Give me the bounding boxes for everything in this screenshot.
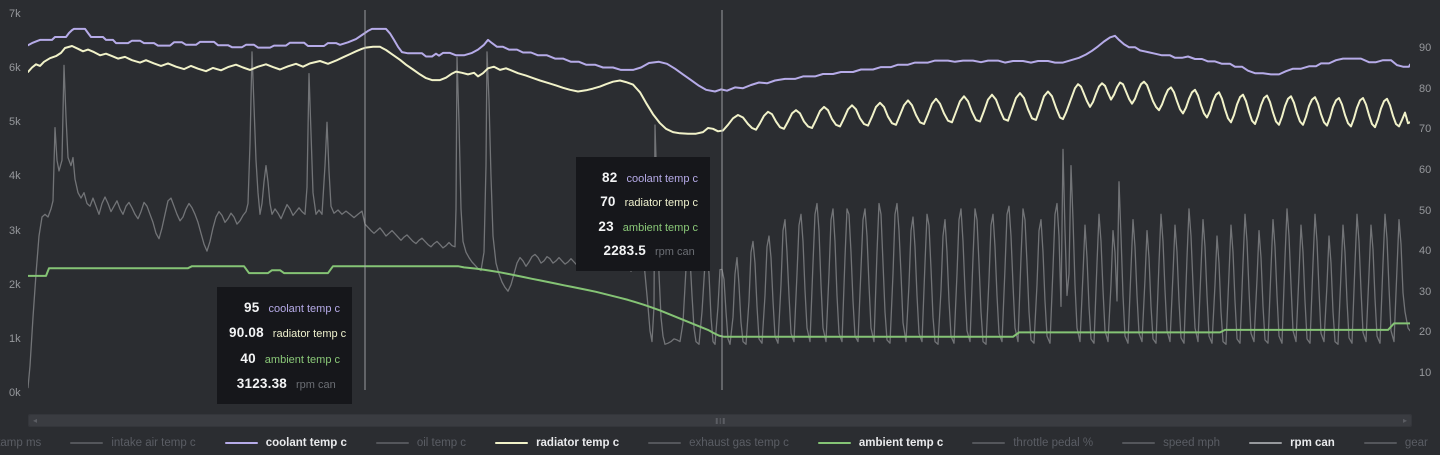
legend-swatch-oil-temp-c	[375, 441, 409, 444]
tooltip-row: 95 coolant temp c	[229, 300, 340, 315]
cursor-tooltip-1: 95 coolant temp c 90.08 radiator temp c 40 am…	[217, 287, 352, 404]
chart-canvas[interactable]	[28, 0, 1410, 412]
left-axis-tick-6k: 6k	[9, 62, 21, 75]
right-axis-tick-60: 60	[1419, 163, 1432, 176]
tooltip-value: 23	[598, 218, 614, 234]
legend-item-oil-temp-c[interactable]: oil temp c	[375, 436, 467, 449]
cursor-tooltip-2: 82 coolant temp c 70 radiator temp c 23 ambie…	[576, 157, 710, 271]
tooltip-series-label: radiator temp c	[272, 328, 347, 341]
legend-label-ambient-temp-c: ambient temp c	[858, 436, 944, 449]
tooltip-series-label: radiator temp c	[624, 197, 698, 210]
tooltip-row: 2283.5 rpm can	[588, 243, 698, 258]
legend-label-throttle-pedal: throttle pedal %	[1013, 436, 1094, 449]
legend-label-rpm-can: rpm can	[1290, 436, 1335, 449]
legend-item-timestamp-ms[interactable]: timestamp ms	[0, 437, 41, 449]
series-line-coolant-temp-c	[28, 27, 1410, 93]
tooltip-series-label: rpm can	[296, 378, 336, 391]
right-axis-tick-80: 80	[1419, 82, 1432, 95]
left-axis-tick-3k: 3k	[9, 224, 21, 237]
tooltip-row: 90.08 radiator temp c	[229, 325, 346, 341]
series-line-radiator-temp-c	[28, 45, 1410, 135]
series-legend: timestamp ms intake air temp c coolant tem…	[0, 430, 1440, 455]
series-line-ambient-temp-c	[28, 265, 1410, 338]
tooltip-value: 40	[240, 350, 256, 366]
legend-label-timestamp-ms: timestamp ms	[0, 436, 42, 449]
legend-swatch-throttle-pedal	[972, 441, 1006, 444]
right-axis-tick-40: 40	[1419, 245, 1432, 258]
legend-item-coolant-temp-c[interactable]: coolant temp c	[224, 436, 347, 449]
tooltip-series-label: ambient temp c	[622, 221, 698, 234]
legend-item-throttle-pedal[interactable]: throttle pedal %	[972, 437, 1093, 449]
legend-label-speed-mph: speed mph	[1163, 436, 1221, 449]
legend-swatch-ambient-temp-c	[817, 441, 851, 444]
right-axis-tick-70: 70	[1419, 123, 1432, 136]
right-axis-tick-50: 50	[1419, 204, 1432, 217]
legend-item-gear[interactable]: gear	[1363, 436, 1428, 449]
legend-label-coolant-temp-c: coolant temp c	[265, 436, 347, 449]
tooltip-value: 3123.38	[236, 375, 287, 391]
legend-item-exhaust-gas-temp-c[interactable]: exhaust gas temp c	[648, 437, 789, 449]
right-axis-tick-90: 90	[1419, 42, 1432, 54]
left-axis-tick-1k: 1k	[9, 332, 21, 345]
legend-label-oil-temp-c: oil temp c	[416, 436, 467, 449]
legend-swatch-radiator-temp-c	[495, 441, 529, 444]
left-axis-tick-7k: 7k	[9, 8, 21, 20]
left-axis-tick-4k: 4k	[9, 170, 21, 183]
legend-label-gear: gear	[1404, 436, 1428, 449]
plot-area	[28, 0, 1410, 412]
legend-swatch-rpm-can	[1249, 441, 1283, 444]
right-axis-tick-10: 10	[1419, 367, 1432, 379]
legend-item-speed-mph[interactable]: speed mph	[1122, 437, 1220, 449]
scroll-right-arrow-icon[interactable]: ▸	[1402, 416, 1407, 425]
legend-swatch-gear	[1363, 441, 1397, 444]
legend-label-exhaust-gas-temp-c: exhaust gas temp c	[689, 436, 789, 449]
left-axis-tick-5k: 5k	[9, 116, 21, 129]
legend-swatch-coolant-temp-c	[224, 441, 258, 444]
tooltip-value: 95	[244, 300, 260, 315]
tooltip-row: 23 ambient temp c	[588, 219, 698, 234]
tooltip-row: 82 coolant temp c	[588, 170, 698, 185]
scrollbar-grip-icon[interactable]	[715, 417, 725, 424]
scroll-left-arrow-icon[interactable]: ◂	[33, 416, 38, 425]
tooltip-row: 70 radiator temp c	[588, 194, 698, 209]
left-axis-tick-0k: 0k	[9, 387, 21, 399]
tooltip-value: 90.08	[229, 325, 264, 341]
horizontal-scrollbar[interactable]: ◂ ▸	[28, 414, 1412, 427]
tooltip-series-label: rpm can	[655, 245, 695, 258]
right-axis-tick-20: 20	[1419, 326, 1432, 339]
legend-item-intake-air-temp-c[interactable]: intake air temp c	[70, 436, 196, 449]
left-axis-tick-2k: 2k	[9, 278, 21, 291]
legend-swatch-speed-mph	[1122, 441, 1156, 444]
legend-label-intake-air-temp-c: intake air temp c	[111, 436, 196, 449]
tooltip-row: 40 ambient temp c	[229, 351, 340, 366]
tooltip-series-label: coolant temp c	[268, 303, 340, 315]
tooltip-value: 82	[602, 170, 618, 185]
legend-item-radiator-temp-c[interactable]: radiator temp c	[495, 437, 619, 449]
legend-swatch-exhaust-gas-temp-c	[648, 441, 682, 444]
legend-swatch-intake-air-temp-c	[70, 441, 104, 444]
legend-item-rpm-can[interactable]: rpm can	[1249, 437, 1335, 449]
legend-label-radiator-temp-c: radiator temp c	[536, 436, 620, 449]
tooltip-series-label: ambient temp c	[264, 353, 340, 366]
tooltip-value: 70	[600, 194, 616, 210]
tooltip-series-label: coolant temp c	[626, 173, 698, 185]
legend-item-ambient-temp-c[interactable]: ambient temp c	[817, 436, 944, 449]
tooltip-row: 3123.38 rpm can	[229, 376, 340, 391]
right-axis-tick-30: 30	[1419, 285, 1432, 298]
tooltip-value: 2283.5	[603, 242, 646, 258]
